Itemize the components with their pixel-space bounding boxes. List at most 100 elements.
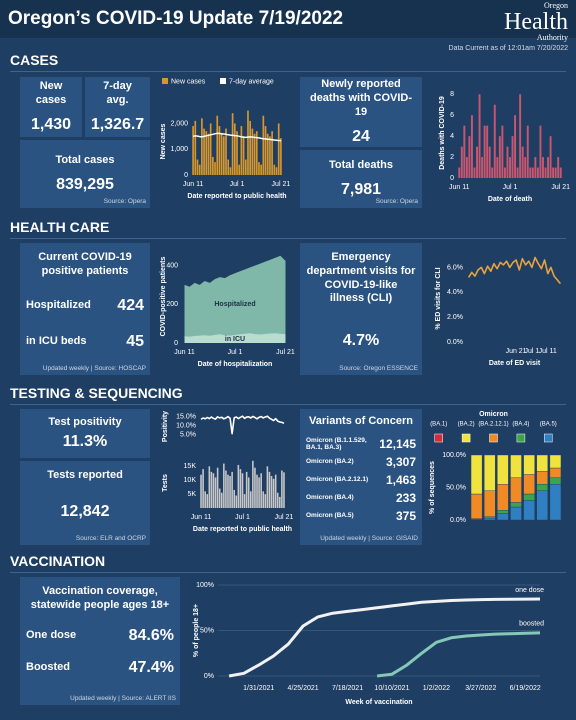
- bar: [255, 131, 258, 175]
- bar: [458, 167, 461, 178]
- bar: [204, 491, 206, 508]
- bar: [196, 159, 199, 175]
- x-tick-label: 7/18/2021: [332, 685, 363, 692]
- series-label: boosted: [519, 621, 544, 628]
- value: 24: [352, 127, 370, 145]
- bar: [218, 126, 221, 175]
- bar: [552, 167, 555, 178]
- bar: [529, 167, 532, 178]
- row: One dose 84.6%: [26, 627, 174, 645]
- bar: [277, 123, 280, 175]
- series-label: in ICU: [225, 336, 245, 343]
- x-tick-label: Jul 21: [275, 514, 294, 521]
- legend-swatch: [434, 433, 443, 443]
- bar-segment: [510, 477, 522, 503]
- bar: [233, 123, 236, 175]
- bar: [194, 120, 197, 175]
- value: 7,981: [340, 180, 382, 198]
- bar-segment: [483, 517, 496, 521]
- bar-segment: [497, 454, 509, 485]
- value: 4.7%: [342, 332, 380, 349]
- bar: [260, 164, 262, 175]
- bar: [252, 460, 254, 508]
- bar: [225, 470, 227, 508]
- bar: [258, 162, 260, 175]
- bar: [521, 146, 524, 178]
- variant-count: 12,145: [379, 436, 416, 451]
- legend-label: New cases: [171, 78, 206, 85]
- bar: [468, 136, 471, 178]
- x-tick-label: 4/25/2021: [288, 685, 319, 692]
- y-tick-label: 2: [450, 154, 454, 161]
- y-tick-label: 4: [450, 133, 454, 140]
- bar: [258, 477, 260, 508]
- bar: [460, 146, 463, 178]
- bar: [229, 167, 232, 175]
- y-tick-label: 50.0%: [446, 484, 466, 491]
- variant-count: 233: [395, 490, 416, 505]
- row: Boosted 47.4%: [26, 659, 174, 677]
- bar: [212, 156, 214, 175]
- variant-label: Omicron (BA.4): [306, 494, 354, 502]
- bar: [470, 115, 473, 178]
- x-axis-label: Date reported to public health: [187, 193, 286, 200]
- label: Vaccination coverage, statewide people a…: [30, 585, 170, 611]
- logo: Oregon Health Authority: [504, 2, 568, 42]
- y-tick-label: 5K: [187, 491, 196, 498]
- bar: [220, 133, 223, 175]
- bar: [216, 467, 219, 508]
- rule: [10, 404, 566, 405]
- label: Current COVID-19 positive patients: [38, 251, 132, 277]
- bar: [206, 494, 209, 508]
- bar: [559, 167, 562, 178]
- bar: [192, 126, 194, 175]
- legend-label: (BA.4): [512, 422, 529, 428]
- x-tick-label: Jul 21: [272, 181, 291, 188]
- bar: [481, 157, 484, 178]
- bar: [281, 470, 283, 508]
- bar: [260, 473, 262, 508]
- value: 84.6%: [128, 626, 174, 644]
- section-heading: VACCINATION: [10, 553, 106, 569]
- bar: [465, 157, 468, 178]
- bar: [264, 126, 267, 175]
- rule: [10, 238, 566, 239]
- bar: [476, 146, 478, 178]
- bar: [236, 131, 238, 175]
- bar: [509, 157, 511, 178]
- tile: Total deaths 7,981 Source: Opera: [300, 150, 422, 208]
- legend-swatch: [461, 433, 471, 443]
- x-tick-label: Jun 11: [183, 181, 204, 188]
- y-tick-label: 0.0%: [450, 517, 466, 524]
- source: Source: ELR and OCRP: [75, 535, 146, 542]
- y-tick-label: 50%: [200, 627, 214, 634]
- line: [200, 415, 285, 435]
- bar-segment: [536, 454, 549, 472]
- bar: [200, 474, 202, 508]
- source: Source: Opera: [103, 198, 146, 205]
- bar: [549, 136, 552, 178]
- line: [192, 132, 282, 142]
- rule: [10, 71, 566, 72]
- bar: [483, 125, 486, 178]
- bar: [208, 466, 211, 508]
- bar-segment: [523, 454, 535, 475]
- bar-segment: [470, 493, 483, 519]
- y-tick-label: 10K: [184, 477, 197, 484]
- bar-segment: [470, 454, 483, 495]
- bar-segment: [549, 484, 562, 521]
- bar: [250, 491, 252, 508]
- bar: [251, 128, 254, 175]
- variant-row: Omicron (BA.2) 3,307: [306, 455, 416, 469]
- bar: [231, 471, 233, 508]
- label: Variants of Concern: [309, 415, 413, 427]
- bar: [526, 125, 529, 178]
- bar: [209, 123, 212, 175]
- bar: [220, 492, 223, 508]
- bar: [210, 471, 213, 508]
- bar: [531, 167, 534, 178]
- bar: [205, 131, 208, 175]
- bar-segment: [510, 502, 522, 508]
- logo-bottom: Authority: [536, 33, 568, 42]
